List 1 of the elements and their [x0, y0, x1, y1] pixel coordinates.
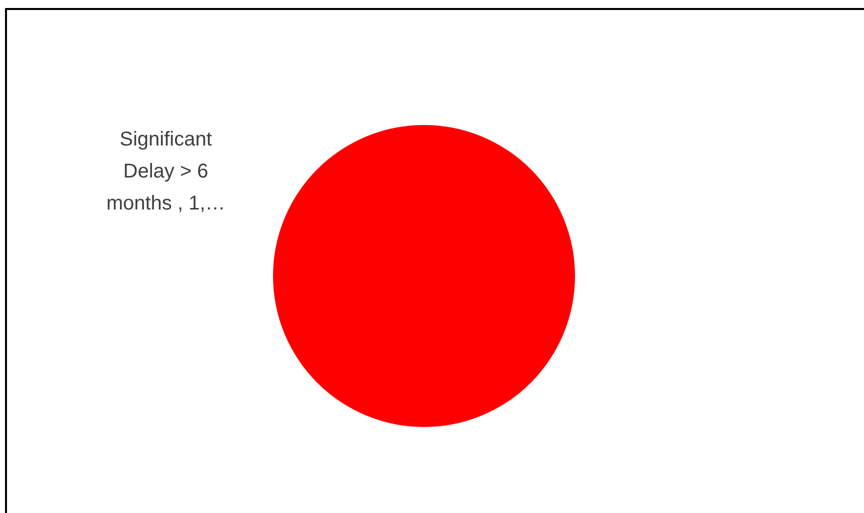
slice-label: Significant Delay > 6 months , 1,…: [106, 128, 226, 214]
